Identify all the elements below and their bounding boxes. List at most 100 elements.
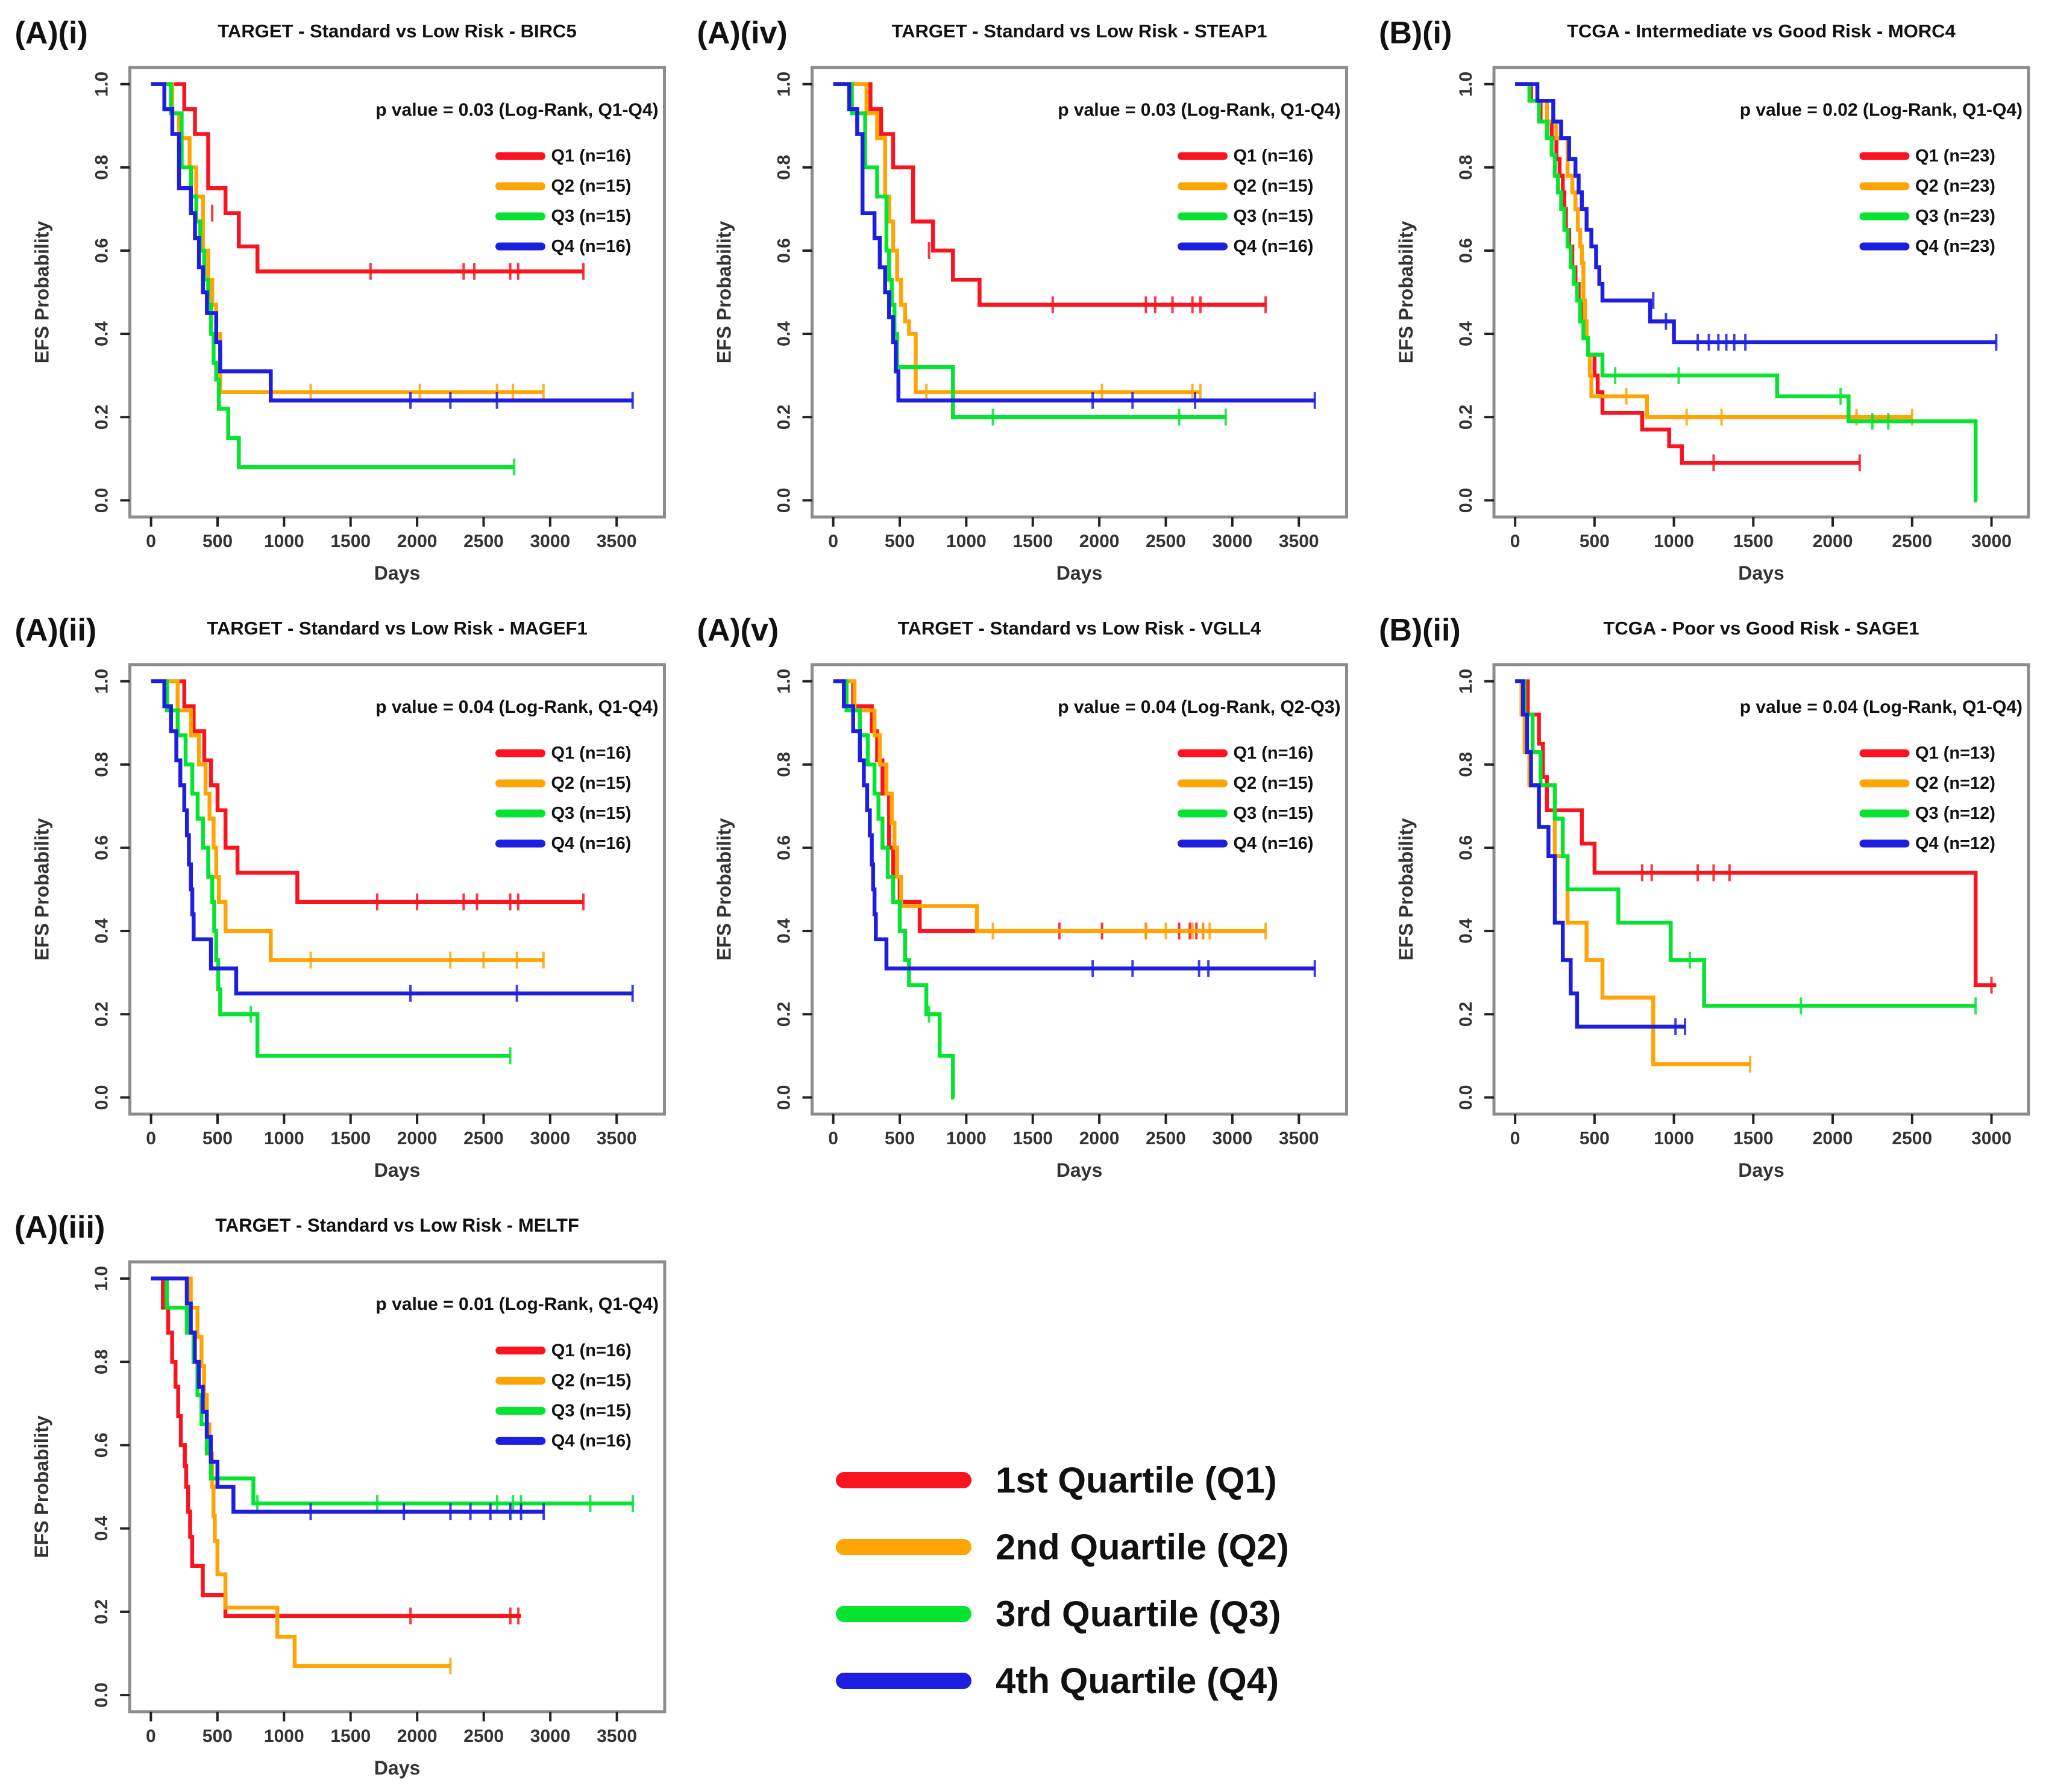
km-plot-svg: (A)(iv) TARGET - Standard vs Low Risk - S… [697, 16, 1348, 584]
x-tick-label: 2500 [463, 1726, 504, 1746]
y-tick-label: 0.6 [92, 238, 112, 263]
panel-label: (A)(i) [15, 16, 88, 51]
series-q2-curve [151, 679, 544, 962]
p-value-text: p value = 0.03 (Log-Rank, Q1-Q4) [1058, 100, 1340, 120]
y-tick-label: 0.6 [92, 1432, 111, 1458]
empty-cell [1364, 1194, 2046, 1792]
x-tick-label: 2000 [1813, 1129, 1853, 1148]
series-q4-curve [833, 679, 1315, 971]
x-tick-label: 3000 [1971, 1129, 2012, 1148]
y-tick-label: 0.2 [1456, 1001, 1476, 1027]
km-chart-meltf: (A)(iii) TARGET - Standard vs Low Risk - … [0, 1194, 682, 1792]
legend-label-q4: Q4 (n=23) [1915, 237, 1995, 256]
km-plot-svg: (A)(iii) TARGET - Standard vs Low Risk - … [14, 1210, 667, 1779]
chart-title: TARGET - Standard vs Low Risk - VGLL4 [898, 618, 1261, 639]
p-value-text: p value = 0.01 (Log-Rank, Q1-Q4) [375, 1294, 659, 1314]
y-tick-label: 0.8 [1456, 155, 1476, 180]
km-chart-birc5: (A)(i) TARGET - Standard vs Low Risk - BI… [0, 0, 682, 597]
y-axis-label: EFS Probability [1395, 818, 1417, 961]
y-axis-label: EFS Probability [714, 818, 735, 961]
x-tick-label: 500 [202, 1726, 233, 1746]
legend-label-q2: Q2 (n=23) [1915, 177, 1995, 196]
legend-label-q2: Q2 (n=15) [551, 177, 632, 196]
plot-box [1492, 663, 2030, 1116]
y-tick-label: 1.0 [92, 72, 112, 97]
x-tick-label: 3500 [1279, 1129, 1319, 1148]
y-tick-label: 0.2 [774, 404, 794, 430]
x-tick-label: 1000 [1654, 531, 1694, 551]
chart-title: TARGET - Standard vs Low Risk - MAGEF1 [207, 618, 588, 639]
legend-label-q3: Q3 (n=12) [1915, 804, 1995, 823]
x-axis-label: Days [374, 1757, 421, 1779]
y-tick-label: 0.8 [774, 752, 794, 777]
x-tick-label: 500 [885, 1129, 915, 1148]
p-value-text: p value = 0.04 (Log-Rank, Q1-Q4) [375, 697, 658, 717]
panel-label: (A)(v) [697, 613, 779, 648]
plot-box [128, 66, 666, 519]
x-tick-label: 2000 [397, 531, 438, 551]
quartile-color-legend: 1st Quartile (Q1) 2nd Quartile (Q2) 3rd … [682, 1194, 1364, 1702]
x-tick-label: 3500 [597, 1726, 637, 1746]
series-q1-curve [151, 1276, 521, 1618]
x-tick-label: 3500 [597, 1129, 637, 1148]
x-tick-label: 1000 [264, 1726, 304, 1746]
plot-box [1492, 66, 2030, 519]
x-tick-label: 3500 [597, 531, 637, 551]
x-tick-label: 0 [828, 531, 838, 551]
series-q3-curve [151, 82, 515, 469]
series-q4-curve [151, 1276, 544, 1514]
x-axis-label: Days [374, 1159, 421, 1181]
y-tick-label: 0.6 [774, 835, 794, 860]
panel-label: (B)(i) [1379, 16, 1452, 51]
x-tick-label: 500 [1580, 1129, 1610, 1148]
x-tick-label: 1500 [1012, 1129, 1053, 1148]
series-q4-curve [151, 679, 633, 995]
y-tick-label: 0.4 [92, 918, 112, 944]
y-tick-label: 0.6 [1456, 238, 1476, 263]
legend-label-q1: Q1 (n=16) [551, 146, 632, 166]
legend-label-q4: Q4 (n=16) [551, 1431, 632, 1450]
y-tick-label: 0.2 [92, 404, 112, 430]
x-tick-label: 500 [885, 531, 915, 551]
p-value-text: p value = 0.03 (Log-Rank, Q1-Q4) [375, 100, 658, 120]
series-q1-curve [833, 679, 1203, 933]
x-tick-label: 1000 [946, 1129, 987, 1148]
chart-title: TARGET - Standard vs Low Risk - BIRC5 [218, 20, 576, 42]
p-value-text: p value = 0.04 (Log-Rank, Q2-Q3) [1058, 697, 1340, 717]
legend-item-q1: 1st Quartile (Q1) [836, 1459, 1364, 1501]
y-tick-label: 0.8 [774, 155, 794, 180]
x-tick-label: 1000 [946, 531, 987, 551]
legend-label-q3: Q3 (n=15) [1234, 804, 1314, 823]
x-tick-label: 2000 [1079, 531, 1120, 551]
x-tick-label: 0 [828, 1129, 838, 1148]
km-plot-svg: (A)(i) TARGET - Standard vs Low Risk - BI… [15, 16, 666, 584]
panel-label: (A)(iii) [14, 1210, 105, 1245]
series-q2-curve [151, 82, 544, 395]
chart-title: TCGA - Poor vs Good Risk - SAGE1 [1603, 618, 1919, 639]
x-tick-label: 2500 [1892, 1129, 1932, 1148]
y-tick-label: 0.4 [92, 1515, 111, 1541]
x-tick-label: 1500 [1733, 1129, 1774, 1148]
y-tick-label: 0.8 [92, 155, 112, 180]
q4-legend-label: 4th Quartile (Q4) [996, 1661, 1279, 1701]
x-tick-label: 2500 [1146, 531, 1186, 551]
y-tick-label: 0.4 [774, 321, 794, 346]
x-tick-label: 500 [1580, 531, 1610, 551]
legend-label-q2: Q2 (n=15) [551, 774, 632, 793]
x-tick-label: 500 [202, 531, 233, 551]
legend-label-q4: Q4 (n=16) [1234, 834, 1314, 853]
legend-label-q1: Q1 (n=16) [551, 744, 632, 763]
x-tick-label: 0 [146, 531, 156, 551]
x-tick-label: 1000 [1654, 1129, 1694, 1148]
legend-label-q4: Q4 (n=16) [551, 834, 632, 853]
km-chart-vgll4: (A)(v) TARGET - Standard vs Low Risk - VG… [682, 597, 1364, 1194]
legend-label-q2: Q2 (n=15) [551, 1371, 632, 1390]
y-tick-label: 1.0 [774, 72, 794, 97]
y-axis-label: EFS Probability [714, 221, 735, 364]
chart-title: TCGA - Intermediate vs Good Risk - MORC4 [1567, 20, 1956, 42]
chart-title: TARGET - Standard vs Low Risk - MELTF [215, 1215, 579, 1236]
y-tick-label: 0.2 [774, 1001, 794, 1027]
chart-title: TARGET - Standard vs Low Risk - STEAP1 [892, 20, 1267, 42]
legend-label-q1: Q1 (n=23) [1915, 146, 1995, 166]
km-chart-magef1: (A)(ii) TARGET - Standard vs Low Risk - M… [0, 597, 682, 1194]
